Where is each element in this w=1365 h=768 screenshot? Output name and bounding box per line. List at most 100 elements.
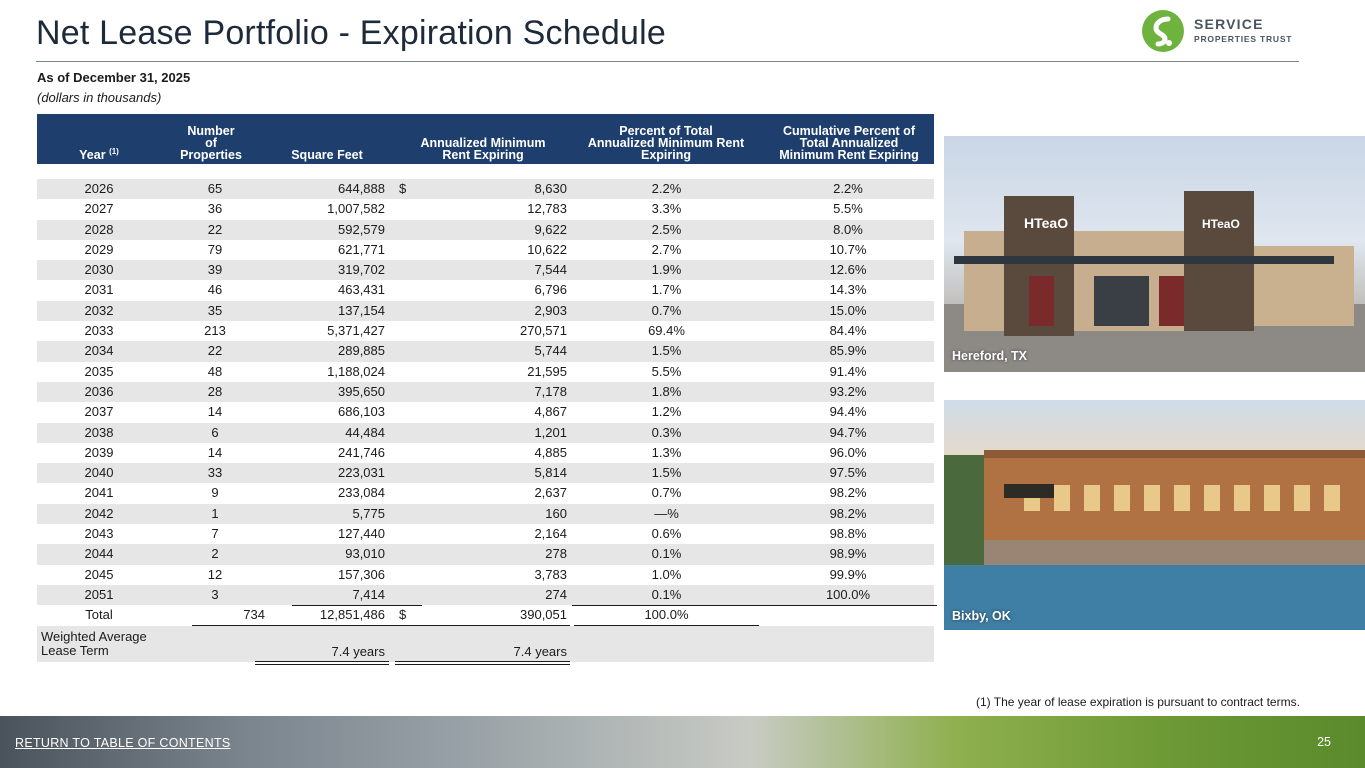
table-cell-number: 28 xyxy=(207,383,223,399)
units-note: (dollars in thousands) xyxy=(37,90,162,105)
table-cell-cumulative: 99.9% xyxy=(829,566,867,582)
svg-text:HTeaO: HTeaO xyxy=(1024,215,1068,231)
page-number: 25 xyxy=(1317,735,1331,749)
table-cell-square-feet: 686,103 xyxy=(338,404,385,420)
table-cell-rent: 270,571 xyxy=(520,323,567,339)
col-header-cumulative: Cumulative Percent of Total Annualized Min… xyxy=(779,124,919,162)
col-header-square-feet: Square Feet xyxy=(291,148,363,162)
table-cell-dollar-sign: $ xyxy=(399,181,407,196)
table-row: 2051 3 7,414 274 0.1% 100.0% xyxy=(37,584,934,606)
table-cell-cumulative: 84.4% xyxy=(829,323,867,339)
table-cell-percent: 1.5% xyxy=(651,343,682,359)
table-row: 2042 1 5,775 160 —% 98.2% xyxy=(37,503,934,525)
footnote: (1) The year of lease expiration is purs… xyxy=(976,695,1300,709)
table-cell-cumulative: 2.2% xyxy=(833,181,863,196)
table-cell-percent: 2.5% xyxy=(651,221,682,237)
table-cell-square-feet: 463,431 xyxy=(338,282,385,298)
wal-label: Weighted Average Lease Term xyxy=(41,629,147,658)
table-cell-year: 2032 xyxy=(84,302,114,318)
table-cell-year: 2033 xyxy=(84,323,114,339)
table-cell-square-feet: 395,650 xyxy=(338,383,385,399)
table-cell-number: 33 xyxy=(207,465,223,481)
table-cell-cumulative: 94.4% xyxy=(829,404,867,420)
table-row: 2034 22 289,885 5,744 1.5% 85.9% xyxy=(37,341,934,362)
total-label: Total xyxy=(85,607,113,622)
table-cell-percent: 1.7% xyxy=(651,282,682,298)
table-cell-rent: 278 xyxy=(545,546,567,562)
table-cell-cumulative: 14.3% xyxy=(829,282,867,298)
table-row: 2033 213 5,371,427 270,571 69.4% 84.4% xyxy=(37,321,934,341)
total-row: Total 734 12,851,486 $ 390,051 100.0% xyxy=(37,605,937,629)
property-photo-hereford: HTeaO HTeaO Hereford, TX xyxy=(944,136,1365,372)
table-cell-square-feet: 1,007,582 xyxy=(327,201,385,217)
brand-swirl-icon xyxy=(1142,10,1184,52)
table-cell-rent: 4,867 xyxy=(534,404,567,420)
table-row: 2035 48 1,188,024 21,595 5.5% 91.4% xyxy=(37,362,934,382)
table-cell-cumulative: 98.8% xyxy=(829,526,867,542)
table-cell-square-feet: 241,746 xyxy=(338,444,385,460)
table-cell-rent: 8,630 xyxy=(534,181,567,196)
table-cell-rent: 4,885 xyxy=(534,444,567,460)
table-cell-percent: 2.7% xyxy=(651,241,682,257)
col-header-year: Year (1) xyxy=(79,146,119,162)
table-cell-rent: 2,637 xyxy=(534,485,567,501)
table-row: 2027 36 1,007,582 12,783 3.3% 5.5% xyxy=(37,199,934,219)
table-cell-number: 22 xyxy=(207,221,223,237)
table-cell-square-feet: 5,775 xyxy=(352,505,385,521)
table-cell-square-feet: 644,888 xyxy=(338,181,385,196)
photo-caption-hereford: Hereford, TX xyxy=(952,349,1028,363)
table-cell-year: 2040 xyxy=(84,465,114,481)
table-row: 2030 39 319,702 7,544 1.9% 12.6% xyxy=(37,260,934,281)
table-cell-rent: 7,544 xyxy=(534,262,567,278)
table-cell-number: 48 xyxy=(207,363,223,379)
table-cell-cumulative: 8.0% xyxy=(833,221,863,237)
table-cell-year: 2044 xyxy=(84,546,114,562)
photo-caption-bixby: Bixby, OK xyxy=(952,609,1011,623)
table-cell-cumulative: 93.2% xyxy=(829,383,867,399)
table-row: 2032 35 137,154 2,903 0.7% 15.0% xyxy=(37,300,934,322)
table-cell-cumulative: 91.4% xyxy=(829,363,867,379)
table-cell-year: 2026 xyxy=(84,181,114,196)
table-row: 2044 2 93,010 278 0.1% 98.9% xyxy=(37,544,934,565)
return-to-toc-link[interactable]: RETURN TO TABLE OF CONTENTS xyxy=(15,736,231,750)
table-cell-number: 3 xyxy=(211,586,219,602)
table-cell-percent: 69.4% xyxy=(648,323,685,339)
title-divider xyxy=(36,61,1299,62)
table-cell-rent: 12,783 xyxy=(527,201,567,217)
table-cell-number: 14 xyxy=(207,404,223,420)
table-row: 2028 22 592,579 9,622 2.5% 8.0% xyxy=(37,219,934,240)
table-cell-square-feet: 621,771 xyxy=(338,241,385,257)
total-percent: 100.0% xyxy=(644,607,689,622)
logo-text-properties-trust: PROPERTIES TRUST xyxy=(1194,34,1293,44)
table-cell-square-feet: 319,702 xyxy=(338,262,385,278)
col-header-percent: Percent of Total Annualized Minimum Rent E… xyxy=(587,124,745,162)
table-cell-square-feet: 289,885 xyxy=(338,343,385,359)
table-cell-square-feet: 7,414 xyxy=(352,586,385,602)
company-logo: SERVICE PROPERTIES TRUST xyxy=(1142,10,1302,52)
table-cell-year: 2042 xyxy=(84,505,114,521)
table-cell-cumulative: 100.0% xyxy=(825,586,871,602)
table-cell-year: 2034 xyxy=(84,343,114,359)
table-cell-percent: 1.5% xyxy=(651,465,682,481)
table-cell-percent: 0.7% xyxy=(651,485,682,501)
expiration-table-body: 2026 65 644,888 $8,630 2.2% 2.2% 2027 36 1,007,5… xyxy=(37,179,934,606)
logo-text-service: SERVICE xyxy=(1194,16,1264,32)
wal-by-rent: 7.4 years xyxy=(513,644,567,659)
fitness-center-building-icon xyxy=(944,450,1365,630)
weighted-average-lease-term-row: Weighted Average Lease Term 7.4 years 7.4… xyxy=(37,626,934,665)
table-cell-square-feet: 93,010 xyxy=(345,546,385,562)
svg-text:HTeaO: HTeaO xyxy=(1202,217,1240,231)
table-cell-rent: 7,178 xyxy=(534,383,567,399)
table-cell-cumulative: 10.7% xyxy=(829,241,867,257)
table-cell-rent: 2,164 xyxy=(534,526,567,542)
table-cell-cumulative: 98.2% xyxy=(829,485,867,501)
as-of-date: As of December 31, 2025 xyxy=(37,70,191,85)
table-cell-percent: 0.1% xyxy=(651,546,682,562)
total-square-feet: 12,851,486 xyxy=(319,607,385,622)
table-cell-number: 14 xyxy=(207,444,223,460)
table-cell-cumulative: 98.2% xyxy=(829,505,867,521)
table-cell-percent: 0.7% xyxy=(651,302,682,318)
table-cell-percent: 1.8% xyxy=(651,383,682,399)
table-cell-percent: 0.1% xyxy=(651,586,682,602)
table-cell-square-feet: 137,154 xyxy=(338,302,385,318)
